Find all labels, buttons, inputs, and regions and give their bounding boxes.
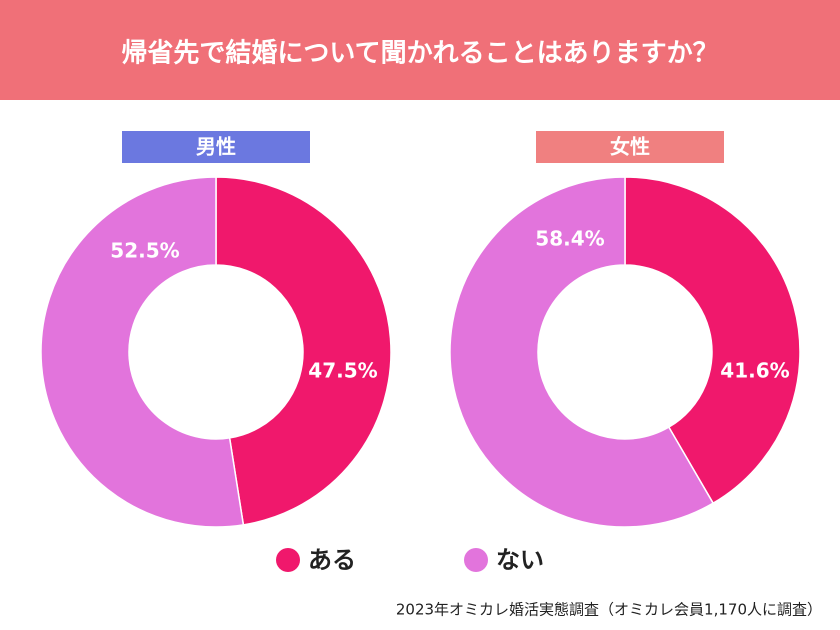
chart-title: 帰省先で結婚について聞かれることはありますか？ xyxy=(121,38,718,69)
donut-slice xyxy=(449,176,715,528)
header-band xyxy=(0,0,840,100)
value-label: 58.4% xyxy=(535,227,604,251)
source-note: 2023年オミカレ婚活実態調査（オミカレ会員1,170人に調査） xyxy=(396,601,822,619)
legend-marker xyxy=(276,548,300,572)
chart-label-box xyxy=(122,131,310,163)
value-label: 47.5% xyxy=(308,359,377,383)
donut-slice xyxy=(40,176,245,528)
value-label: 41.6% xyxy=(720,359,789,383)
donut-slice xyxy=(215,176,392,526)
chart-label: 女性 xyxy=(610,135,650,159)
legend-label: ない xyxy=(496,546,544,574)
legend-label: ある xyxy=(308,546,356,574)
legend-marker xyxy=(464,548,488,572)
chart-label: 男性 xyxy=(196,135,236,159)
value-label: 52.5% xyxy=(110,239,179,263)
donut-slice xyxy=(624,176,801,505)
chart-label-box xyxy=(536,131,724,163)
